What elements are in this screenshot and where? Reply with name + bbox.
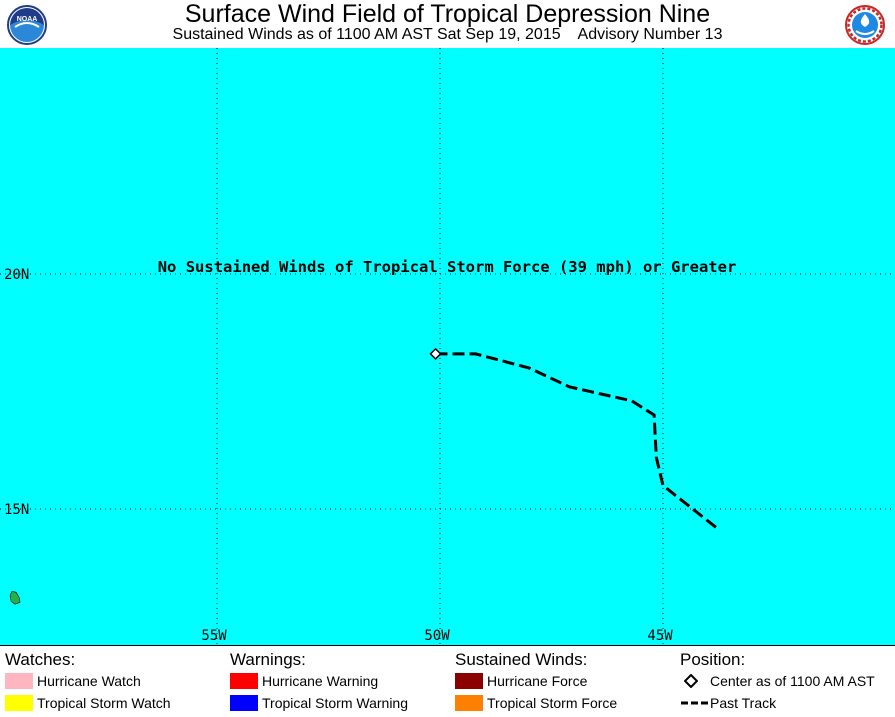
legend-watches-title: Watches: [5, 650, 76, 669]
past-track [435, 352, 718, 529]
tropical-storm-warning-swatch [230, 695, 258, 711]
longitude-label: 55W [201, 628, 227, 644]
storm-center-diamond-icon [429, 347, 442, 360]
noaa-logo-text: NOAA [17, 16, 38, 23]
legend-warnings-title: Warnings: [230, 650, 306, 669]
map: 20N 15N 55W 50W 45W No Sustained Winds of Tr… [0, 48, 895, 645]
land [9, 590, 21, 605]
legend-item-tropical-storm-force: Tropical Storm Force [455, 694, 670, 712]
hurricane-force-swatch [455, 673, 483, 689]
hurricane-watch-swatch [5, 673, 33, 689]
diamond-icon [684, 674, 698, 688]
longitude-label: 45W [647, 628, 673, 644]
legend-item-hurricane-force: Hurricane Force [455, 672, 670, 690]
hurricane-warning-swatch [230, 673, 258, 689]
legend-item-tropical-storm-warning: Tropical Storm Warning [230, 694, 445, 712]
latitude-label: 15N [4, 502, 29, 518]
legend: Watches: Hurricane Watch Tropical Storm … [0, 645, 895, 717]
page-title: Surface Wind Field of Tropical Depressio… [184, 0, 711, 28]
no-winds-note: No Sustained Winds of Tropical Storm For… [158, 258, 737, 276]
tropical-storm-watch-swatch [5, 695, 33, 711]
legend-winds-title: Sustained Winds: [455, 650, 588, 669]
header: NOAA Surface Wind Field of Tropical Depr… [0, 0, 895, 48]
island [9, 590, 21, 605]
tropical-storm-force-swatch [455, 695, 483, 711]
legend-item-center: Center as of 1100 AM AST [680, 672, 892, 690]
page-subtitle: Sustained Winds as of 1100 AM AST Sat Se… [172, 26, 723, 43]
legend-item-hurricane-warning: Hurricane Warning [230, 672, 445, 690]
nws-logo [845, 5, 885, 45]
legend-item-hurricane-watch: Hurricane Watch [5, 672, 220, 690]
legend-item-past-track: Past Track [680, 694, 892, 712]
longitude-label: 50W [424, 628, 450, 644]
grid-labels: 20N 15N 55W 50W 45W [4, 267, 673, 644]
dashed-line-icon [681, 701, 709, 705]
latitude-label: 20N [4, 267, 29, 283]
legend-position-title: Position: [680, 650, 746, 669]
legend-item-tropical-storm-watch: Tropical Storm Watch [5, 694, 220, 712]
noaa-logo: NOAA [7, 5, 47, 45]
ocean [0, 48, 895, 645]
graticule [0, 48, 895, 645]
